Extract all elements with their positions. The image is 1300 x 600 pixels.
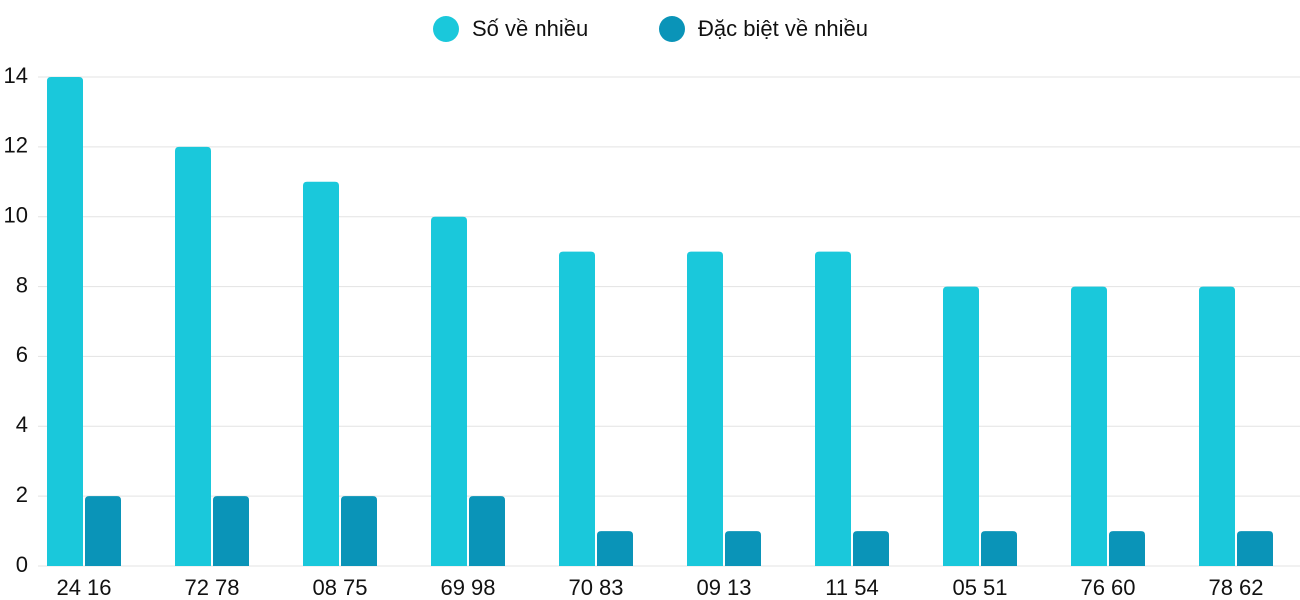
- y-tick-label: 2: [16, 482, 28, 507]
- x-tick-label: 72 78: [184, 575, 239, 600]
- bar: [559, 251, 595, 566]
- bar: [213, 496, 249, 566]
- bar: [981, 531, 1017, 566]
- bar: [47, 77, 83, 566]
- bar: [1237, 531, 1273, 566]
- bar: [943, 286, 979, 566]
- legend-marker: [659, 16, 685, 42]
- x-tick-label: 69 98: [440, 575, 495, 600]
- legend-label: Đặc biệt về nhiều: [698, 16, 868, 41]
- x-tick-label: 78 62: [1208, 575, 1263, 600]
- x-tick-label: 05 51: [952, 575, 1007, 600]
- x-tick-label: 11 54: [825, 575, 878, 600]
- y-tick-label: 14: [4, 63, 28, 88]
- x-tick-label: 09 13: [696, 575, 751, 600]
- bar: [341, 496, 377, 566]
- bar: [725, 531, 761, 566]
- y-tick-label: 10: [4, 203, 28, 228]
- x-tick-label: 08 75: [312, 575, 367, 600]
- y-tick-label: 4: [16, 412, 28, 437]
- legend-label: Số về nhiều: [472, 16, 588, 41]
- bar: [597, 531, 633, 566]
- y-tick-label: 12: [4, 133, 28, 158]
- legend-marker: [433, 16, 459, 42]
- x-tick-label: 24 16: [56, 575, 111, 600]
- bar: [1199, 286, 1235, 566]
- y-tick-label: 0: [16, 552, 28, 577]
- y-tick-label: 6: [16, 342, 28, 367]
- bar: [175, 146, 211, 566]
- x-tick-label: 76 60: [1080, 575, 1135, 600]
- x-tick-label: 70 83: [568, 575, 623, 600]
- bar: [853, 531, 889, 566]
- bar: [815, 251, 851, 566]
- y-tick-label: 8: [16, 272, 28, 297]
- bar: [431, 216, 467, 566]
- bar: [687, 251, 723, 566]
- bar: [1109, 531, 1145, 566]
- bar: [1071, 286, 1107, 566]
- bar: [469, 496, 505, 566]
- bar: [85, 496, 121, 566]
- bar: [303, 181, 339, 567]
